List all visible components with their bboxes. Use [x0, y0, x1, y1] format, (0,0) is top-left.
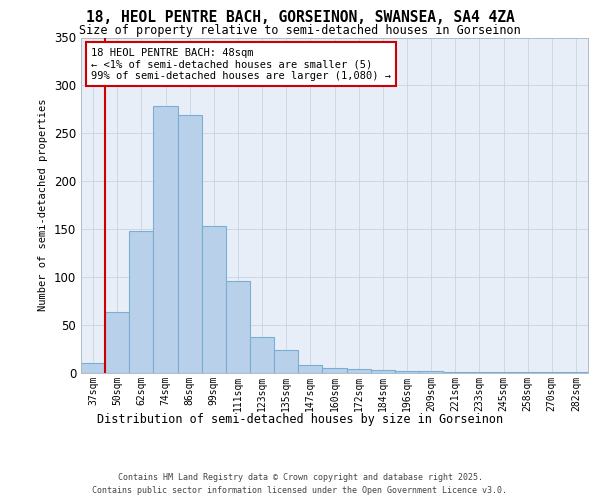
Text: Size of property relative to semi-detached houses in Gorseinon: Size of property relative to semi-detach… — [79, 24, 521, 37]
Bar — [395, 370, 419, 372]
Bar — [154, 106, 178, 372]
Bar — [419, 370, 443, 372]
Bar — [347, 368, 371, 372]
Text: 18, HEOL PENTRE BACH, GORSEINON, SWANSEA, SA4 4ZA: 18, HEOL PENTRE BACH, GORSEINON, SWANSEA… — [86, 10, 514, 25]
Bar — [202, 226, 226, 372]
Y-axis label: Number of semi-detached properties: Number of semi-detached properties — [38, 99, 49, 311]
Text: Contains HM Land Registry data © Crown copyright and database right 2025.
Contai: Contains HM Land Registry data © Crown c… — [92, 474, 508, 495]
Bar — [250, 337, 274, 372]
Bar — [226, 280, 250, 372]
Bar — [274, 350, 298, 372]
Bar — [178, 115, 202, 372]
Bar — [129, 231, 154, 372]
Bar — [81, 363, 105, 372]
Text: 18 HEOL PENTRE BACH: 48sqm
← <1% of semi-detached houses are smaller (5)
99% of : 18 HEOL PENTRE BACH: 48sqm ← <1% of semi… — [91, 48, 391, 80]
Bar — [105, 312, 129, 372]
Text: Distribution of semi-detached houses by size in Gorseinon: Distribution of semi-detached houses by … — [97, 412, 503, 426]
Bar — [371, 370, 395, 372]
Bar — [322, 368, 347, 372]
Bar — [298, 365, 322, 372]
